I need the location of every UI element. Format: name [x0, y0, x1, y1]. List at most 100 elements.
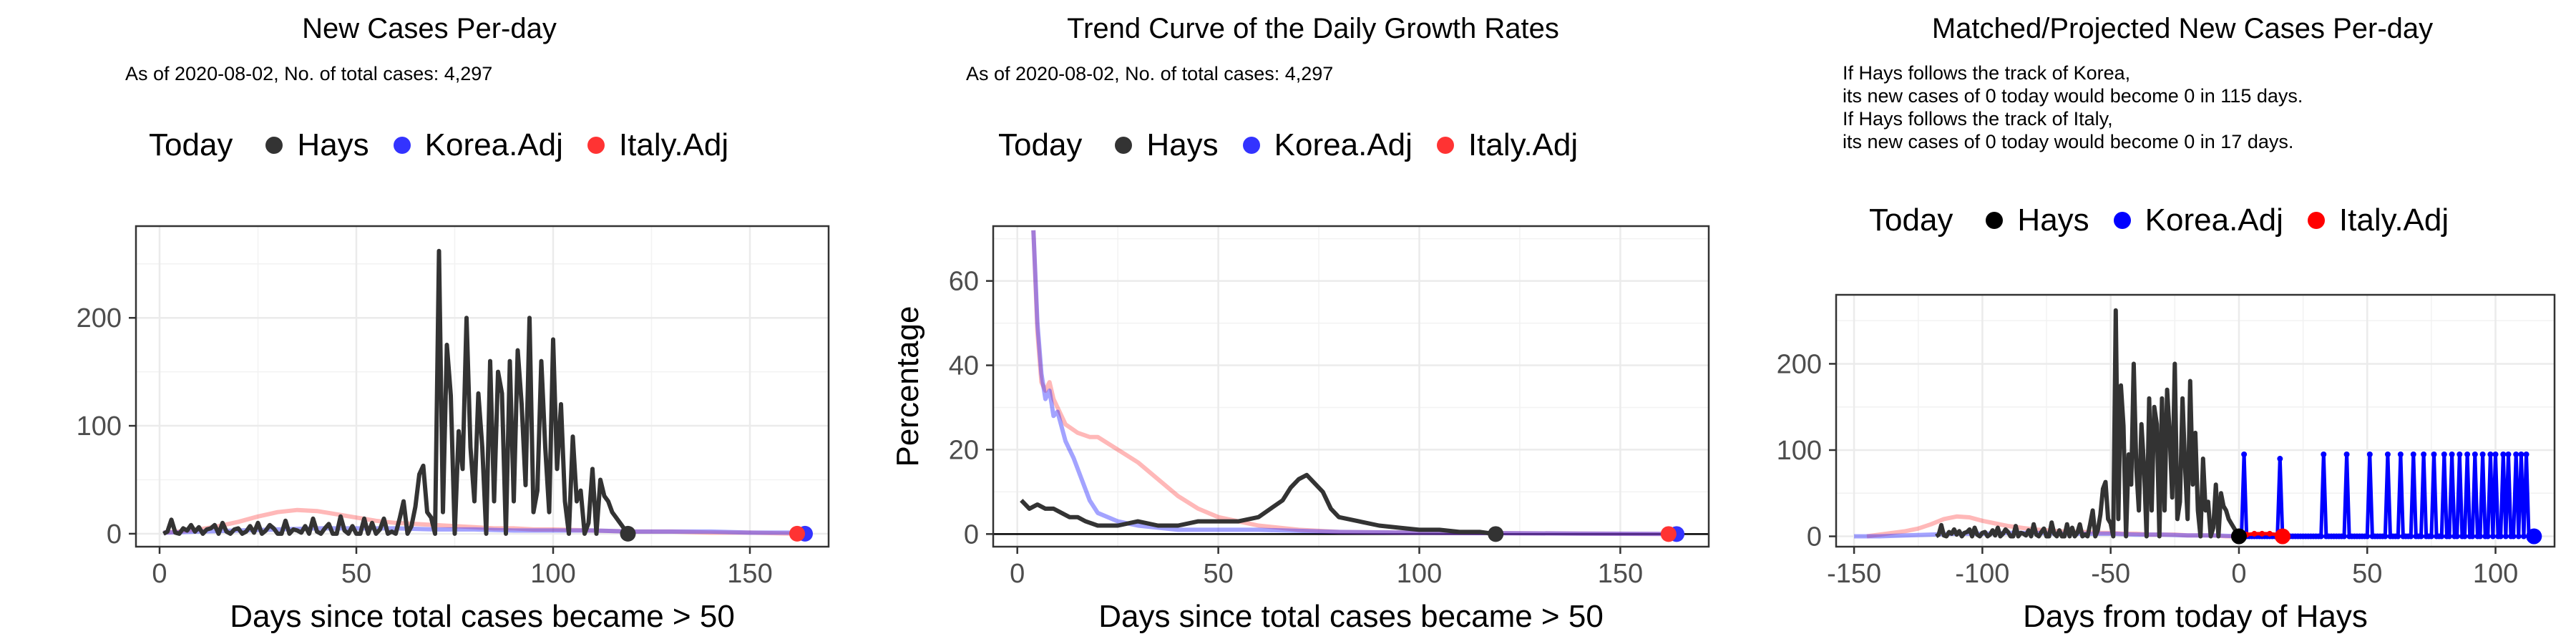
x-axis-title: Days from today of Hays: [2023, 599, 2368, 634]
projection-point-korea-adj: [2446, 533, 2452, 540]
projection-point-korea-adj: [2449, 452, 2455, 458]
projection-point-korea-adj: [2523, 452, 2529, 458]
today-point-hays: [620, 525, 636, 542]
y-tick-label: 0: [964, 519, 979, 550]
projection-point-korea-adj: [2518, 452, 2524, 458]
legend: Today Hays Korea.Adj Italy.Adj: [1869, 203, 2473, 238]
plot-area: [162, 248, 806, 536]
today-point-italy-adj: [789, 525, 805, 542]
projection-point-korea-adj: [2241, 452, 2248, 458]
projection-line-korea-adj: [2239, 452, 2534, 538]
x-tick-label: 50: [2352, 559, 2382, 589]
projection-point-korea-adj: [2487, 452, 2494, 458]
legend: Today Hays Korea.Adj Italy.Adj: [149, 127, 753, 163]
projection-point-korea-adj: [2472, 452, 2478, 458]
projection-point-korea-adj: [2397, 452, 2404, 458]
projection-point-korea-adj: [2497, 533, 2504, 540]
panel-title: Matched/Projected New Cases Per-day: [1931, 13, 2434, 44]
legend-dot-hays: [1986, 212, 2004, 229]
legend-label: Hays: [297, 127, 369, 162]
panel-growth-rates: Trend Curve of the Daily Growth Rates As…: [859, 0, 1717, 644]
projection-point-korea-adj: [2421, 452, 2427, 458]
projection-point-korea-adj: [2502, 533, 2509, 540]
legend-item-italy: Italy.Adj: [2307, 203, 2449, 238]
legend-label: Hays: [1146, 127, 1219, 162]
legend-item-italy: Italy.Adj: [1436, 127, 1579, 163]
panel-subtitle: As of 2020-08-02, No. of total cases: 4,…: [125, 63, 493, 84]
legend-item-korea: Korea.Adj: [2113, 203, 2283, 238]
y-tick-label: 200: [77, 303, 122, 333]
series-line-korea-adj: [1031, 230, 1677, 537]
projection-point-korea-adj: [2321, 452, 2327, 458]
projection-point-korea-adj: [2343, 452, 2350, 458]
projection-point-korea-adj: [2418, 533, 2424, 540]
projection-point-korea-adj: [2492, 452, 2499, 458]
chart-projected: -150 -100 -50 0 50 100 0 100 200 Days from today …: [1777, 293, 2556, 634]
x-tick-label: -50: [2091, 559, 2130, 589]
x-tick-label: 0: [1010, 559, 1025, 589]
y-tick-label: 0: [107, 519, 122, 550]
legend-dot-korea: [2113, 212, 2131, 229]
x-axis-title: Days since total cases became > 50: [1098, 599, 1604, 634]
panel-title: Trend Curve of the Daily Growth Rates: [1067, 13, 1559, 44]
projection-point-korea-adj: [2457, 452, 2463, 458]
projection-point-korea-adj: [2462, 533, 2468, 540]
note-line: If Hays follows the track of Korea,: [1843, 62, 2131, 84]
series-line-hays: [1935, 308, 2241, 539]
projection-point-korea-adj: [2428, 533, 2434, 540]
legend-dot-hays: [265, 137, 283, 154]
series-line-hays: [162, 248, 630, 536]
series-line-korea-adj: [163, 526, 806, 536]
projection-point-korea-adj: [2277, 456, 2283, 462]
legend-label: Italy.Adj: [1468, 127, 1579, 162]
y-tick-label: 200: [1777, 349, 1822, 379]
projection-point-korea-adj: [2464, 452, 2471, 458]
x-tick-label: 150: [1598, 559, 1643, 589]
projection-point-korea-adj: [2500, 452, 2507, 458]
panel-projected: Matched/Projected New Cases Per-day If H…: [1717, 0, 2576, 644]
grid: [136, 226, 829, 547]
x-tick-label: 100: [530, 559, 575, 589]
y-tick-label: 20: [949, 435, 979, 465]
panel-title: New Cases Per-day: [302, 13, 557, 44]
legend-dot-hays: [1115, 137, 1133, 154]
legend-dot-italy: [2307, 212, 2325, 229]
projection-point-korea-adj: [2410, 452, 2416, 458]
projection-point-korea-adj: [2520, 533, 2527, 540]
legend: Today Hays Korea.Adj Italy.Adj: [998, 127, 1602, 163]
projection-point-korea-adj: [2382, 533, 2389, 540]
legend-title: Today: [1869, 203, 1953, 238]
projection-point-korea-adj: [2439, 533, 2445, 540]
projection-point-korea-adj: [2469, 533, 2476, 540]
legend-label: Korea.Adj: [1274, 127, 1413, 162]
x-tick-label: 50: [1203, 559, 1233, 589]
projection-point-korea-adj: [2515, 533, 2522, 540]
y-tick-label: 40: [949, 351, 979, 381]
legend-item-korea: Korea.Adj: [393, 127, 563, 163]
y-axis-title: Percentage: [890, 306, 925, 467]
x-tick-label: -150: [1827, 559, 1881, 589]
panel-new-cases: New Cases Per-day As of 2020-08-02, No. …: [0, 0, 859, 644]
legend-item-korea: Korea.Adj: [1242, 127, 1413, 163]
today-point-italy-adj: [1660, 526, 1677, 542]
panel-subtitle: As of 2020-08-02, No. of total cases: 4,…: [966, 63, 1334, 84]
legend-dot-korea: [393, 137, 411, 154]
y-tick-label: 0: [1807, 522, 1822, 552]
projection-point-korea-adj: [2408, 533, 2414, 540]
projection-point-italy-adj: [2266, 530, 2273, 537]
projection-point-korea-adj: [2431, 452, 2437, 458]
series-line-italy-adj: [163, 507, 798, 536]
projection-point-korea-adj: [2395, 533, 2401, 540]
projection-point-korea-adj: [2341, 533, 2347, 540]
projection-point-korea-adj: [2366, 452, 2373, 458]
x-tick-label: 100: [1397, 559, 1442, 589]
projection-point-korea-adj: [2489, 533, 2496, 540]
plot-border: [992, 225, 1710, 548]
projection-point-korea-adj: [2364, 533, 2371, 540]
legend-item-hays: Hays: [265, 127, 369, 163]
y-tick-label: 60: [949, 267, 979, 297]
today-point-korea-adj: [2526, 528, 2542, 545]
plot-area: [1020, 230, 1677, 537]
x-tick-label: 150: [727, 559, 772, 589]
projection-point-korea-adj: [2477, 533, 2484, 540]
